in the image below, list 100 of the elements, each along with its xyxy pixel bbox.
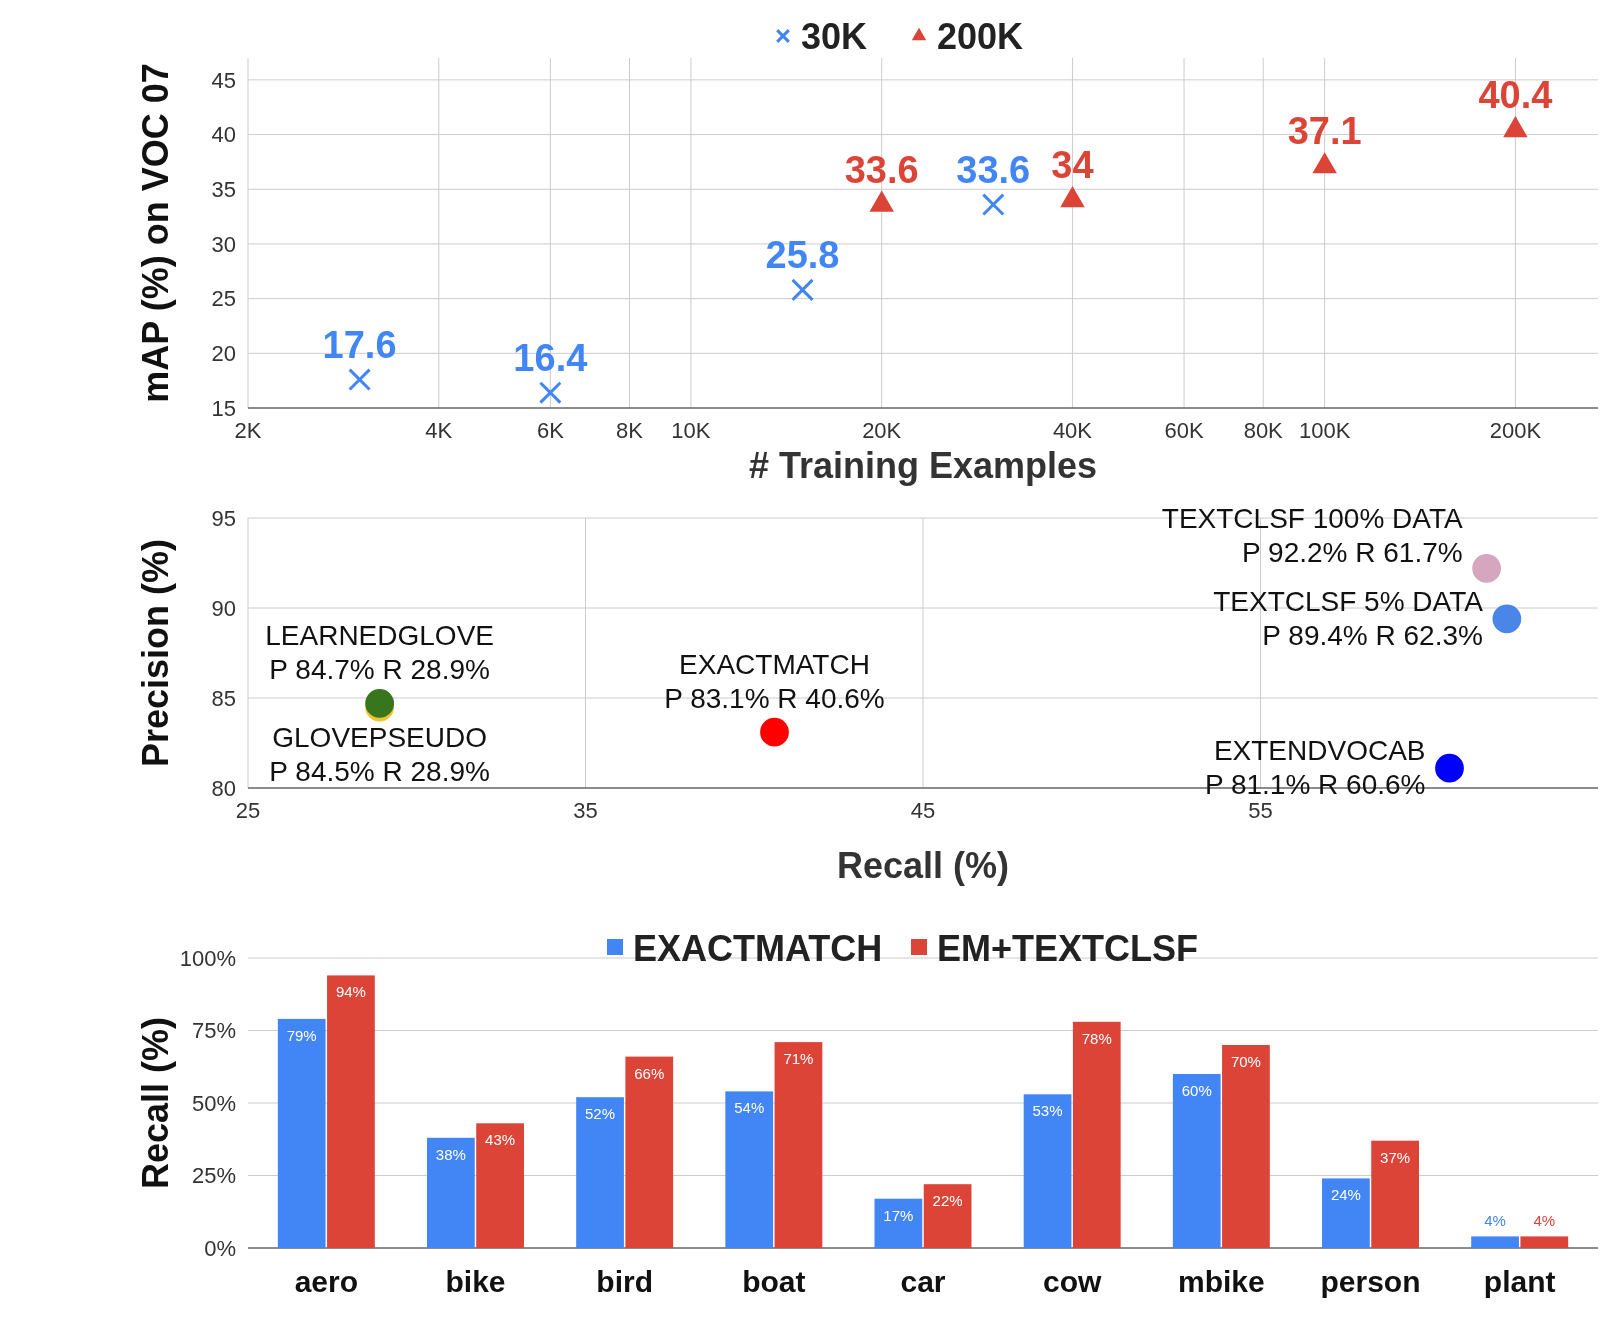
bar bbox=[1471, 1236, 1519, 1248]
data-label: 60% bbox=[1181, 1082, 1212, 1099]
x-tick-label: 8K bbox=[616, 418, 644, 443]
x-tick-label: 25 bbox=[235, 798, 261, 823]
data-label: 33.6 bbox=[956, 148, 1031, 191]
bar bbox=[874, 1198, 923, 1248]
x-tick-label: 6K bbox=[536, 418, 565, 443]
annotation: LEARNEDGLOVE P 84.7% R 28.9% bbox=[265, 620, 494, 686]
x-tick-label: 4K bbox=[425, 418, 453, 443]
y-tick-label: 90 bbox=[211, 595, 236, 621]
bar bbox=[427, 1137, 475, 1248]
bar bbox=[774, 1042, 823, 1248]
y-tick-label: 30 bbox=[211, 231, 236, 257]
x-tick-label: aero bbox=[294, 1265, 358, 1298]
data-label: 34 bbox=[1051, 144, 1094, 187]
data-label: 71% bbox=[783, 1050, 814, 1068]
x-axis-title: Recall (%) bbox=[836, 845, 1010, 886]
data-label: 24% bbox=[1330, 1186, 1361, 1204]
bar bbox=[923, 1184, 972, 1248]
y-tick-label: 15 bbox=[211, 395, 236, 421]
data-label: 54% bbox=[734, 1099, 765, 1117]
data-label: 70% bbox=[1230, 1053, 1261, 1070]
data-label: 25.8 bbox=[765, 233, 840, 276]
y-tick-label: 75% bbox=[191, 1018, 236, 1044]
y-axis-title: mAP (%) on VOC 07 bbox=[135, 63, 176, 403]
point bbox=[1472, 554, 1502, 583]
x-tick-label: 60K bbox=[1164, 418, 1204, 443]
x-tick-label: plant bbox=[1483, 1265, 1556, 1298]
y-tick-label: 0% bbox=[204, 1235, 236, 1261]
x-tick-label: 40K bbox=[1052, 418, 1093, 443]
data-label: 40.4 bbox=[1478, 74, 1553, 117]
y-tick-label: 50% bbox=[191, 1090, 236, 1116]
y-tick-label: 20 bbox=[211, 341, 236, 367]
y-tick-label: 40 bbox=[211, 122, 236, 148]
bar bbox=[1371, 1140, 1419, 1248]
data-label: 37.1 bbox=[1287, 110, 1362, 153]
data-label: 38% bbox=[435, 1145, 466, 1163]
x-tick-label: 55 bbox=[1248, 798, 1273, 823]
data-label: 17.6 bbox=[322, 323, 397, 366]
x-tick-label: 35 bbox=[573, 798, 598, 823]
data-label: 78% bbox=[1081, 1029, 1112, 1047]
y-axis-title: Recall (%) bbox=[135, 1016, 176, 1190]
x-tick-label: 80K bbox=[1243, 418, 1284, 443]
bar bbox=[1222, 1045, 1270, 1248]
point bbox=[1492, 604, 1522, 634]
x-tick-label: mbike bbox=[1177, 1265, 1265, 1298]
data-label: 94% bbox=[335, 983, 366, 1001]
x-tick-label: 2K bbox=[234, 418, 262, 443]
annotation: TEXTCLSF 100% DATA P 92.2% R 61.7% bbox=[1161, 503, 1463, 569]
data-label: 4% bbox=[1484, 1212, 1506, 1230]
bar bbox=[327, 975, 375, 1248]
data-label: 17% bbox=[883, 1206, 914, 1224]
data-label: 53% bbox=[1032, 1102, 1063, 1120]
x-tick-label: bird bbox=[596, 1265, 653, 1298]
data-label: 43% bbox=[485, 1131, 516, 1149]
point bbox=[1435, 753, 1464, 783]
x-tick-label: 100K bbox=[1298, 418, 1351, 443]
bar bbox=[1023, 1094, 1072, 1248]
x-axis-title: # Training Examples bbox=[748, 445, 1098, 486]
data-label: 22% bbox=[932, 1192, 963, 1210]
annotation: TEXTCLSF 5% DATA P 89.4% R 62.3% bbox=[1213, 585, 1484, 651]
data-label: 66% bbox=[634, 1064, 665, 1082]
bar bbox=[1072, 1021, 1121, 1248]
annotation: EXACTMATCH P 83.1% R 40.6% bbox=[664, 649, 885, 715]
data-label: 52% bbox=[585, 1105, 616, 1123]
x-tick-label: cow bbox=[1042, 1265, 1102, 1298]
y-tick-label: 45 bbox=[211, 67, 236, 93]
bar bbox=[1322, 1178, 1370, 1248]
x-tick-label: 45 bbox=[910, 798, 936, 823]
data-label: 79% bbox=[286, 1026, 317, 1044]
x-tick-label: 20K bbox=[862, 418, 902, 443]
data-label: 16.4 bbox=[513, 336, 588, 379]
x-tick-label: 10K bbox=[671, 418, 711, 443]
y-tick-label: 25 bbox=[211, 286, 236, 312]
x-tick-label: boat bbox=[742, 1265, 806, 1298]
bar bbox=[1520, 1236, 1569, 1248]
data-label: 33.6 bbox=[844, 148, 919, 191]
y-tick-label: 25% bbox=[191, 1163, 236, 1189]
bar bbox=[725, 1091, 774, 1248]
y-tick-label: 95 bbox=[211, 505, 236, 531]
y-tick-label: 80 bbox=[211, 775, 236, 801]
x-tick-label: bike bbox=[445, 1265, 506, 1298]
legend-label: 200K bbox=[937, 15, 1024, 57]
x-tick-label: 200K bbox=[1489, 418, 1542, 443]
legend-label: EXACTMATCH bbox=[633, 927, 883, 969]
x-tick-label: car bbox=[900, 1265, 946, 1298]
bar bbox=[576, 1097, 624, 1248]
legend-label: EM+TEXTCLSF bbox=[937, 927, 1199, 969]
x-tick-label: person bbox=[1320, 1265, 1421, 1298]
bar bbox=[277, 1018, 326, 1248]
annotation: EXTENDVOCAB P 81.1% R 60.6% bbox=[1204, 735, 1426, 801]
legend-label: 30K bbox=[801, 15, 868, 57]
bar bbox=[476, 1123, 524, 1248]
bar bbox=[625, 1056, 674, 1248]
bar bbox=[1172, 1074, 1221, 1248]
data-label: 4% bbox=[1533, 1212, 1556, 1230]
point bbox=[760, 717, 789, 747]
data-label: 37% bbox=[1380, 1148, 1411, 1166]
y-tick-label: 85 bbox=[211, 685, 236, 711]
y-axis-title: Precision (%) bbox=[135, 538, 176, 768]
